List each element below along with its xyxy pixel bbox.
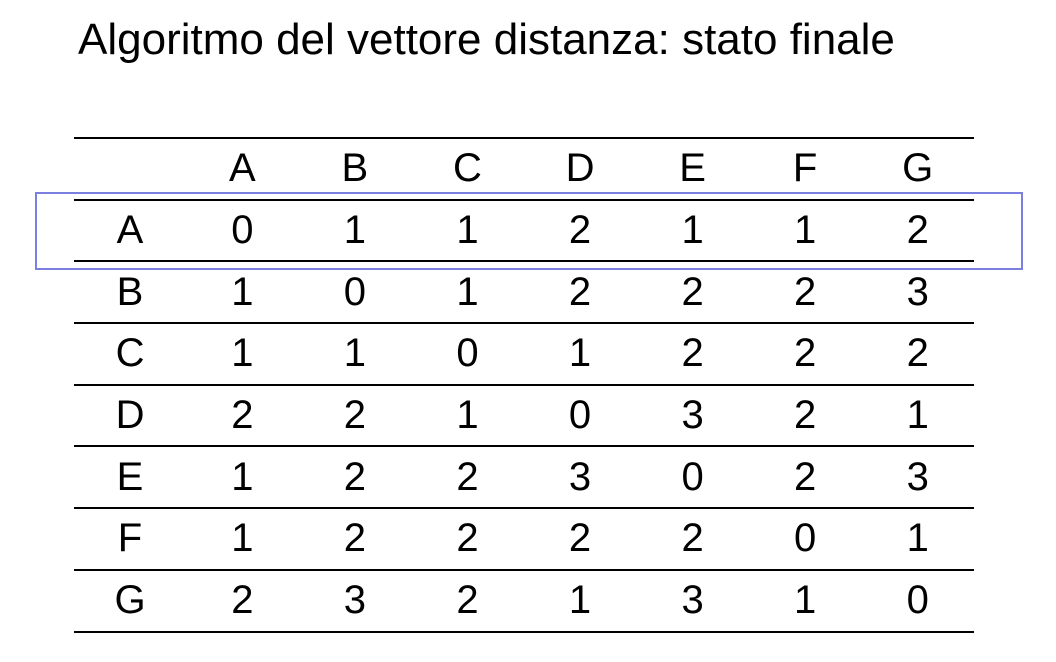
- table-cell: 0: [523, 383, 637, 447]
- table-cell: 2: [411, 445, 524, 509]
- table-cell: 1: [523, 568, 637, 633]
- table-cell: 2: [636, 260, 749, 324]
- row-label: A: [74, 198, 187, 262]
- table-cell: 0: [186, 198, 299, 262]
- header-cell: G: [861, 137, 974, 200]
- table-row: D 2 2 1 0 3 2 1: [74, 383, 974, 447]
- table-cell: 3: [636, 568, 749, 633]
- table-cell: 0: [411, 322, 524, 385]
- table-header-row: A B C D E F G: [74, 137, 974, 200]
- table-cell: 3: [861, 445, 974, 509]
- header-cell-corner: [74, 137, 187, 200]
- header-cell: F: [748, 137, 862, 200]
- table-cell: 2: [298, 383, 412, 447]
- table-cell: 2: [636, 322, 749, 385]
- table-cell: 1: [411, 383, 524, 447]
- header-cell: C: [411, 137, 524, 200]
- table-cell: 2: [186, 568, 299, 633]
- table-cell: 2: [748, 260, 862, 324]
- table-row: F 1 2 2 2 2 0 1: [74, 507, 974, 570]
- row-label: G: [74, 568, 187, 633]
- row-label: C: [74, 322, 187, 385]
- table-cell: 2: [523, 507, 637, 570]
- header-cell: B: [298, 137, 412, 200]
- table-cell: 1: [861, 383, 974, 447]
- table-cell: 2: [298, 507, 412, 570]
- table-cell: 2: [861, 322, 974, 385]
- table-cell: 2: [861, 198, 974, 262]
- table-cell: 1: [186, 445, 299, 509]
- table-cell: 2: [411, 568, 524, 633]
- slide-title: Algoritmo del vettore distanza: stato fi…: [78, 15, 895, 64]
- table-cell: 1: [523, 322, 637, 385]
- table-cell: 0: [748, 507, 862, 570]
- table-cell: 2: [411, 507, 524, 570]
- table-cell: 1: [298, 198, 412, 262]
- table-cell: 1: [861, 507, 974, 570]
- table-row: B 1 0 1 2 2 2 3: [74, 260, 974, 324]
- table-row: A 0 1 1 2 1 1 2: [74, 198, 974, 262]
- table-cell: 3: [523, 445, 637, 509]
- row-label: E: [74, 445, 187, 509]
- table-cell: 2: [748, 383, 862, 447]
- table-cell: 2: [636, 507, 749, 570]
- table-cell: 3: [298, 568, 412, 633]
- header-cell: A: [186, 137, 299, 200]
- row-label: B: [74, 260, 187, 324]
- table-cell: 2: [748, 322, 862, 385]
- table-cell: 2: [298, 445, 412, 509]
- table-cell: 1: [186, 322, 299, 385]
- distance-vector-table: A B C D E F G A 0 1 1 2 1 1 2 B 1 0: [74, 137, 974, 633]
- table-cell: 2: [186, 383, 299, 447]
- table-cell: 1: [186, 260, 299, 324]
- table-cell: 1: [411, 198, 524, 262]
- table-cell: 1: [298, 322, 412, 385]
- table-cell: 1: [411, 260, 524, 324]
- table-cell: 1: [748, 198, 862, 262]
- table-row: E 1 2 2 3 0 2 3: [74, 445, 974, 509]
- table-cell: 0: [861, 568, 974, 633]
- table-cell: 2: [523, 260, 637, 324]
- table-cell: 3: [861, 260, 974, 324]
- table-row: C 1 1 0 1 2 2 2: [74, 322, 974, 385]
- header-cell: E: [636, 137, 749, 200]
- table-cell: 1: [186, 507, 299, 570]
- row-label: F: [74, 507, 187, 570]
- table-row: G 2 3 2 1 3 1 0: [74, 568, 974, 633]
- table-cell: 0: [298, 260, 412, 324]
- row-label: D: [74, 383, 187, 447]
- table-cell: 1: [748, 568, 862, 633]
- header-cell: D: [523, 137, 637, 200]
- distance-vector-table-container: A B C D E F G A 0 1 1 2 1 1 2 B 1 0: [74, 137, 974, 633]
- table-cell: 3: [636, 383, 749, 447]
- table-cell: 2: [523, 198, 637, 262]
- table-cell: 0: [636, 445, 749, 509]
- table-cell: 1: [636, 198, 749, 262]
- table-cell: 2: [748, 445, 862, 509]
